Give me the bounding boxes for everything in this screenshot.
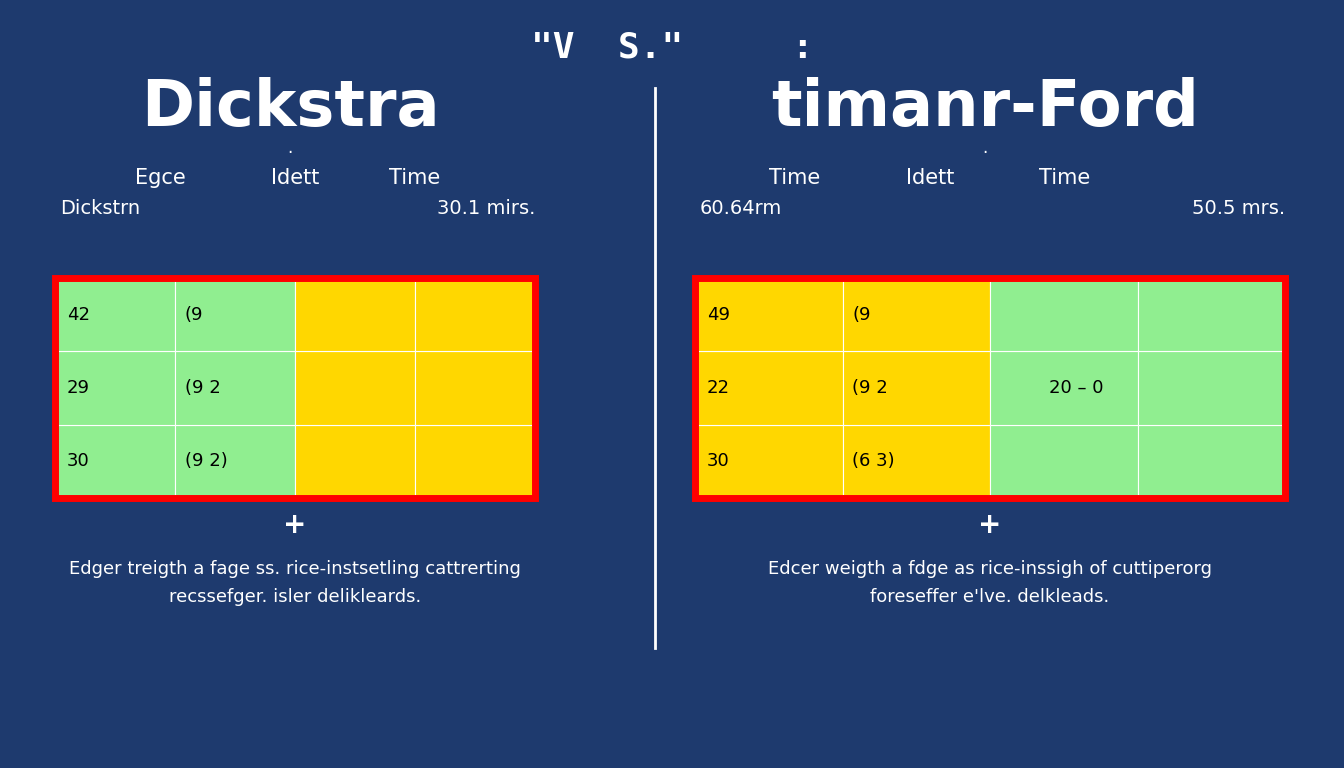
- Bar: [175, 425, 294, 498]
- Text: "V  S."     :: "V S." :: [531, 31, 813, 65]
- Text: (9: (9: [852, 306, 871, 323]
- Bar: [695, 351, 843, 425]
- Bar: [1137, 425, 1285, 498]
- Text: 49: 49: [707, 306, 730, 323]
- Text: 50.5 mrs.: 50.5 mrs.: [1192, 198, 1285, 217]
- Text: Idett: Idett: [270, 168, 319, 188]
- Bar: [843, 351, 991, 425]
- Bar: [415, 425, 535, 498]
- Text: .: .: [288, 139, 293, 157]
- Bar: [991, 278, 1137, 351]
- Text: 20 – 0: 20 – 0: [1050, 379, 1103, 397]
- Text: 30.1 mirs.: 30.1 mirs.: [437, 198, 535, 217]
- Bar: [1137, 278, 1285, 351]
- Text: Time: Time: [390, 168, 441, 188]
- Bar: [695, 425, 843, 498]
- Bar: [695, 278, 1285, 498]
- Text: Egce: Egce: [134, 168, 185, 188]
- Bar: [55, 425, 175, 498]
- Bar: [294, 351, 415, 425]
- Text: Idett: Idett: [906, 168, 954, 188]
- Text: (6 3): (6 3): [852, 452, 895, 470]
- Bar: [843, 425, 991, 498]
- Text: 60.64rm: 60.64rm: [700, 198, 782, 217]
- Bar: [843, 278, 991, 351]
- Text: Edcer weigth a fdge as rice-inssigh of cuttiperorg
foreseffer e'lve. delkleads.: Edcer weigth a fdge as rice-inssigh of c…: [767, 560, 1212, 606]
- Bar: [175, 351, 294, 425]
- Bar: [415, 351, 535, 425]
- Text: 29: 29: [67, 379, 90, 397]
- Text: 22: 22: [707, 379, 730, 397]
- Text: (9: (9: [185, 306, 203, 323]
- Text: 30: 30: [67, 452, 90, 470]
- Bar: [55, 351, 175, 425]
- Text: Edger treigth a fage ss. rice-instsetling cattrerting
recssefger. isler deliklea: Edger treigth a fage ss. rice-instsetlin…: [69, 560, 521, 606]
- Text: (9 2: (9 2: [185, 379, 220, 397]
- Bar: [294, 278, 415, 351]
- Bar: [55, 278, 175, 351]
- Bar: [1137, 351, 1285, 425]
- Bar: [415, 278, 535, 351]
- Bar: [175, 278, 294, 351]
- Text: Dickstra: Dickstra: [141, 77, 439, 139]
- Text: .: .: [982, 139, 988, 157]
- Text: +: +: [284, 511, 306, 539]
- Text: Time: Time: [1039, 168, 1090, 188]
- Text: 30: 30: [707, 452, 730, 470]
- Bar: [695, 278, 843, 351]
- Text: (9 2): (9 2): [185, 452, 227, 470]
- Text: (9 2: (9 2: [852, 379, 888, 397]
- Text: timanr-Ford: timanr-Ford: [771, 77, 1199, 139]
- Bar: [55, 278, 535, 498]
- Bar: [991, 351, 1137, 425]
- Bar: [991, 425, 1137, 498]
- Text: Dickstrn: Dickstrn: [60, 198, 140, 217]
- Bar: [294, 425, 415, 498]
- Text: Time: Time: [769, 168, 821, 188]
- Text: 42: 42: [67, 306, 90, 323]
- Text: +: +: [978, 511, 1001, 539]
